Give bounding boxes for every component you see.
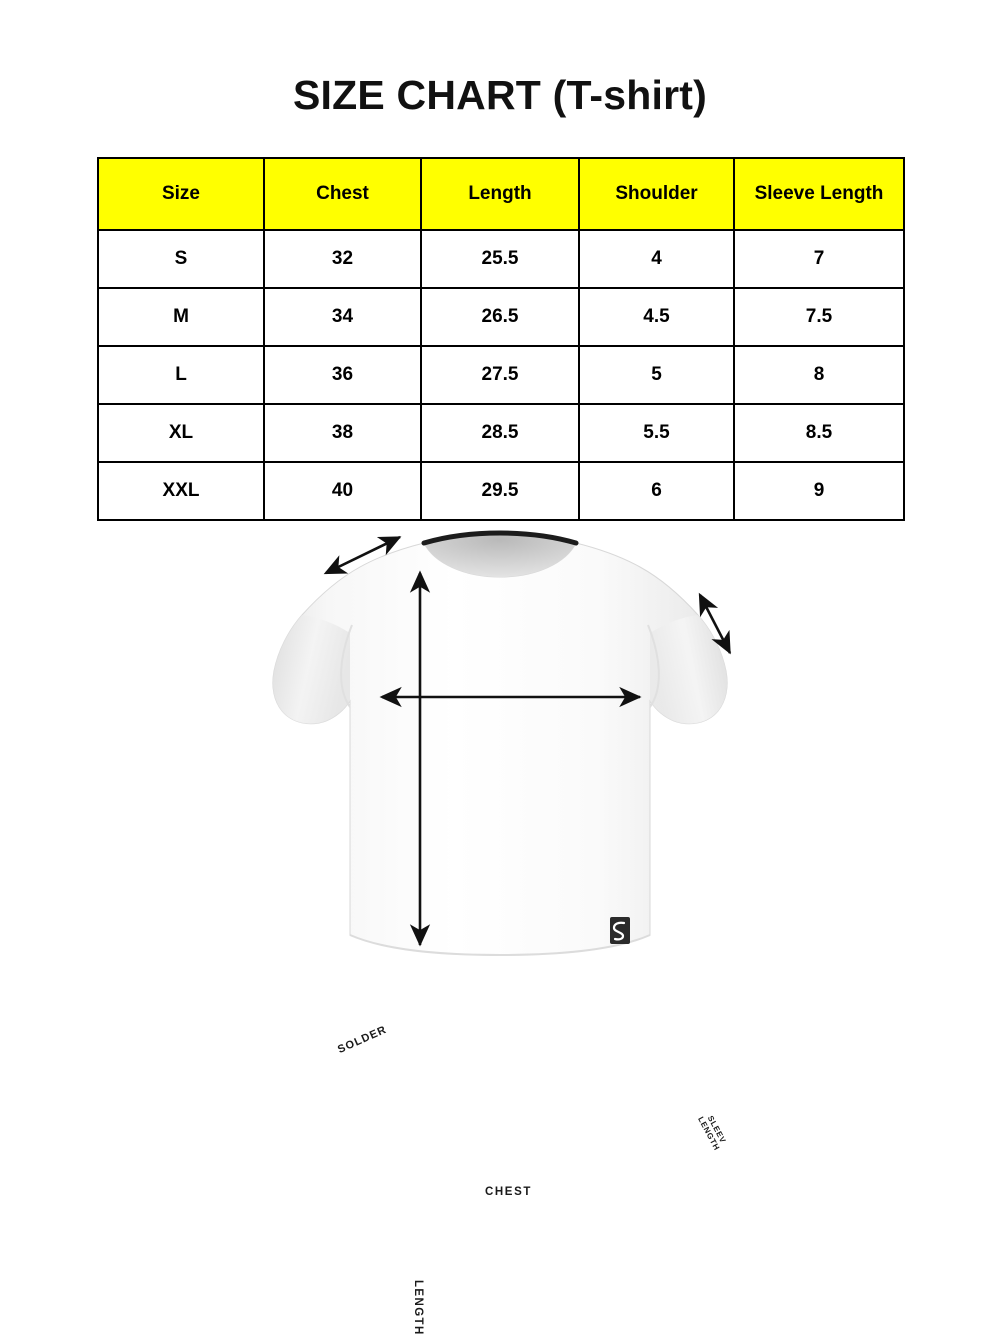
shoulder-measure-arrow [323, 535, 402, 575]
cell-size: XL [97, 403, 265, 463]
column-header-shoulder: Shoulder [578, 157, 735, 231]
shirt-body-shape [272, 530, 728, 957]
table-row: M 34 26.5 4.5 7.5 [97, 287, 905, 347]
cell-size: M [97, 287, 265, 347]
size-chart-table-container: Size Chest Length Shoulder Sleeve Length… [97, 157, 905, 521]
length-measure-label: LENGTH [412, 1280, 424, 1336]
cell-size: XXL [97, 461, 265, 521]
cell-sleeve-length: 9 [733, 461, 905, 521]
table-row: S 32 25.5 4 7 [97, 229, 905, 289]
cell-shoulder: 5 [578, 345, 735, 405]
cell-size: S [97, 229, 265, 289]
cell-length: 27.5 [420, 345, 580, 405]
cell-shoulder: 5.5 [578, 403, 735, 463]
cell-sleeve-length: 8.5 [733, 403, 905, 463]
size-chart-table: Size Chest Length Shoulder Sleeve Length… [97, 157, 905, 521]
column-header-length: Length [420, 157, 580, 231]
cell-shoulder: 6 [578, 461, 735, 521]
tshirt-illustration [272, 530, 732, 957]
column-header-sleeve-length: Sleeve Length [733, 157, 905, 231]
sleeve-length-measure-label: SLEEV LENGTH [696, 1111, 729, 1152]
cell-sleeve-length: 7.5 [733, 287, 905, 347]
page-title: SIZE CHART (T-shirt) [293, 72, 707, 118]
cell-chest: 40 [263, 461, 422, 521]
sleeve-length-measure-arrow [698, 592, 732, 655]
cell-shoulder: 4.5 [578, 287, 735, 347]
table-row: L 36 27.5 5 8 [97, 345, 905, 405]
table-row: XXL 40 29.5 6 9 [97, 461, 905, 521]
chest-measure-label: CHEST [485, 1186, 532, 1198]
cell-chest: 38 [263, 403, 422, 463]
cell-length: 28.5 [420, 403, 580, 463]
shoulder-measure-label: SOLDER [336, 1023, 389, 1056]
cell-chest: 34 [263, 287, 422, 347]
table-row: XL 38 28.5 5.5 8.5 [97, 403, 905, 463]
cell-chest: 36 [263, 345, 422, 405]
cell-shoulder: 4 [578, 229, 735, 289]
collar-band [421, 530, 579, 546]
tshirt-measurement-diagram: SOLDER CHEST LENGTH SLEEV LENGTH [0, 505, 1000, 1336]
cell-sleeve-length: 8 [733, 345, 905, 405]
column-header-size: Size [97, 157, 265, 231]
cell-length: 29.5 [420, 461, 580, 521]
cell-length: 26.5 [420, 287, 580, 347]
brand-tag-icon [610, 917, 630, 944]
cell-size: L [97, 345, 265, 405]
cell-length: 25.5 [420, 229, 580, 289]
cell-sleeve-length: 7 [733, 229, 905, 289]
cell-chest: 32 [263, 229, 422, 289]
column-header-chest: Chest [263, 157, 422, 231]
table-header-row: Size Chest Length Shoulder Sleeve Length [97, 157, 905, 231]
